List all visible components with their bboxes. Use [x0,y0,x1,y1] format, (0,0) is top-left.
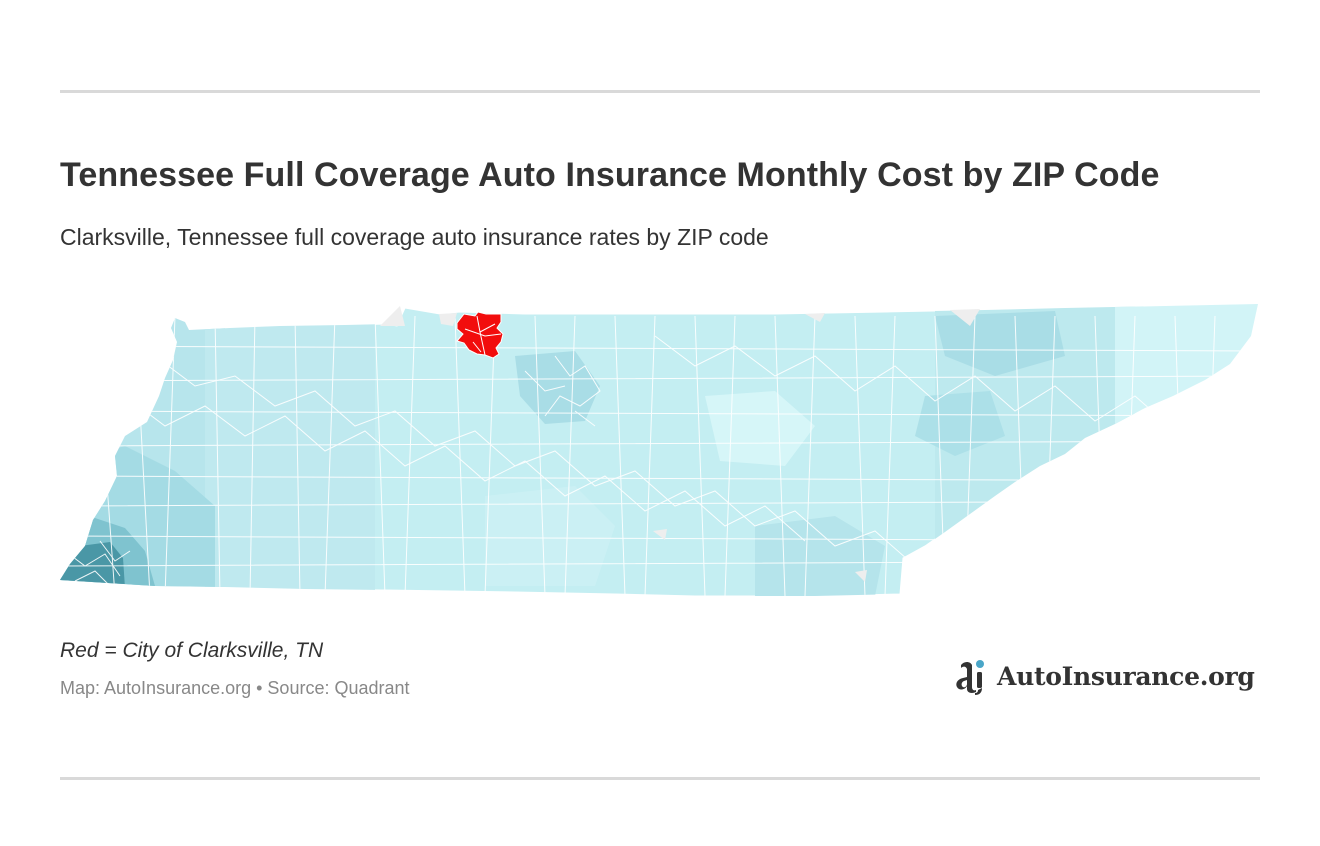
zip-region-south-central [485,486,615,586]
autoinsurance-logo[interactable]: AutoInsurance.org [955,655,1255,697]
page-title: Tennessee Full Coverage Auto Insurance M… [60,156,1160,194]
zip-region-west-central [205,304,375,596]
clarksville-zip-boundaries [464,315,502,356]
zip-region-memphis-core [60,542,125,596]
tennessee-zip-map [55,296,1265,606]
logo-wordmark: AutoInsurance.org [997,661,1255,691]
clarksville-highlight [456,311,504,359]
zip-region-plateau [705,391,815,466]
source-credit: Map: AutoInsurance.org • Source: Quadran… [60,678,410,698]
zip-region-northeast [935,311,1065,376]
page-subtitle: Clarksville, Tennessee full coverage aut… [60,224,769,250]
legend-note: Red = City of Clarksville, TN [60,639,324,662]
autoinsurance-logo-icon [956,660,984,695]
zip-region-far-east [1115,304,1258,596]
missing-data-regions [380,306,980,582]
zip-region-chattanooga [755,516,885,596]
map-svg [59,303,1259,597]
top-divider [60,90,1260,93]
zip-region-knoxville [915,391,1005,456]
bottom-divider [60,777,1260,780]
